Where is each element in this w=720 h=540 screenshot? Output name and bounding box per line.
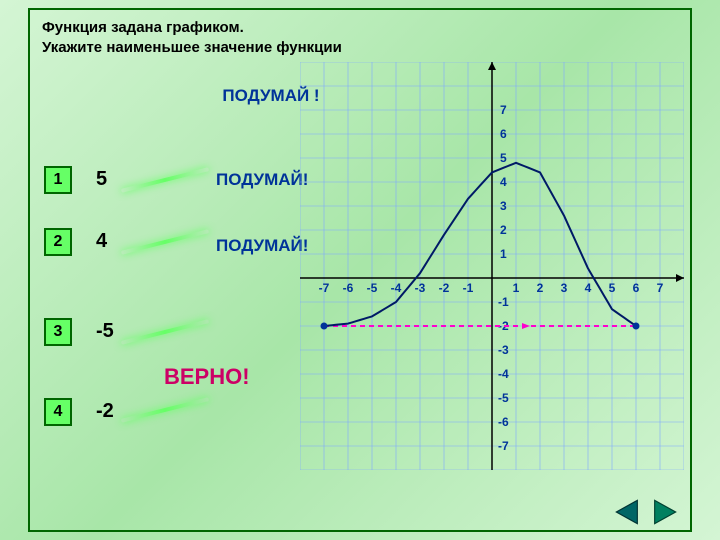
- answer-value-1: 5: [96, 168, 107, 191]
- svg-text:-7: -7: [319, 281, 330, 295]
- answer-option-3[interactable]: 3: [44, 318, 72, 346]
- answer-number: 3: [54, 323, 63, 340]
- question-line-1: Функция задана графиком.: [42, 19, 244, 36]
- feedback-3: ПОДУМАЙ!: [216, 236, 308, 256]
- question-text: Функция задана графиком. Укажите наимень…: [42, 18, 542, 57]
- svg-text:3: 3: [561, 281, 568, 295]
- svg-text:-6: -6: [498, 415, 509, 429]
- answer-number: 2: [54, 233, 63, 250]
- feedback-2: ПОДУМАЙ!: [216, 170, 308, 190]
- svg-text:1: 1: [513, 281, 520, 295]
- svg-text:-4: -4: [498, 367, 509, 381]
- svg-text:-3: -3: [415, 281, 426, 295]
- answer-value-2: 4: [96, 230, 107, 253]
- svg-text:-1: -1: [498, 295, 509, 309]
- answer-option-4[interactable]: 4: [44, 398, 72, 426]
- svg-text:-7: -7: [498, 439, 509, 453]
- svg-text:7: 7: [500, 103, 507, 117]
- question-line-2: Укажите наименьшее значение функции: [42, 39, 342, 56]
- answer-value-3: -5: [96, 320, 114, 343]
- function-graph: -7-6-5-4-3-2-112345671234567-1-2-3-4-5-6…: [300, 62, 684, 470]
- svg-text:7: 7: [657, 281, 664, 295]
- answer-option-1[interactable]: 1: [44, 166, 72, 194]
- svg-text:6: 6: [500, 127, 507, 141]
- svg-text:-5: -5: [498, 391, 509, 405]
- svg-text:-1: -1: [463, 281, 474, 295]
- answer-number: 1: [54, 171, 63, 188]
- svg-text:-6: -6: [343, 281, 354, 295]
- answer-option-2[interactable]: 2: [44, 228, 72, 256]
- svg-text:-4: -4: [391, 281, 402, 295]
- next-button[interactable]: [650, 498, 678, 526]
- svg-text:4: 4: [500, 175, 507, 189]
- svg-text:-5: -5: [367, 281, 378, 295]
- svg-text:2: 2: [537, 281, 544, 295]
- svg-text:6: 6: [633, 281, 640, 295]
- svg-text:-2: -2: [439, 281, 450, 295]
- svg-text:1: 1: [500, 247, 507, 261]
- svg-text:-3: -3: [498, 343, 509, 357]
- svg-text:5: 5: [500, 151, 507, 165]
- feedback-4: ВЕРНО!: [164, 364, 250, 390]
- answer-value-4: -2: [96, 400, 114, 423]
- svg-text:2: 2: [500, 223, 507, 237]
- answer-number: 4: [54, 403, 63, 420]
- svg-text:5: 5: [609, 281, 616, 295]
- svg-text:4: 4: [585, 281, 592, 295]
- prev-button[interactable]: [614, 498, 642, 526]
- svg-text:3: 3: [500, 199, 507, 213]
